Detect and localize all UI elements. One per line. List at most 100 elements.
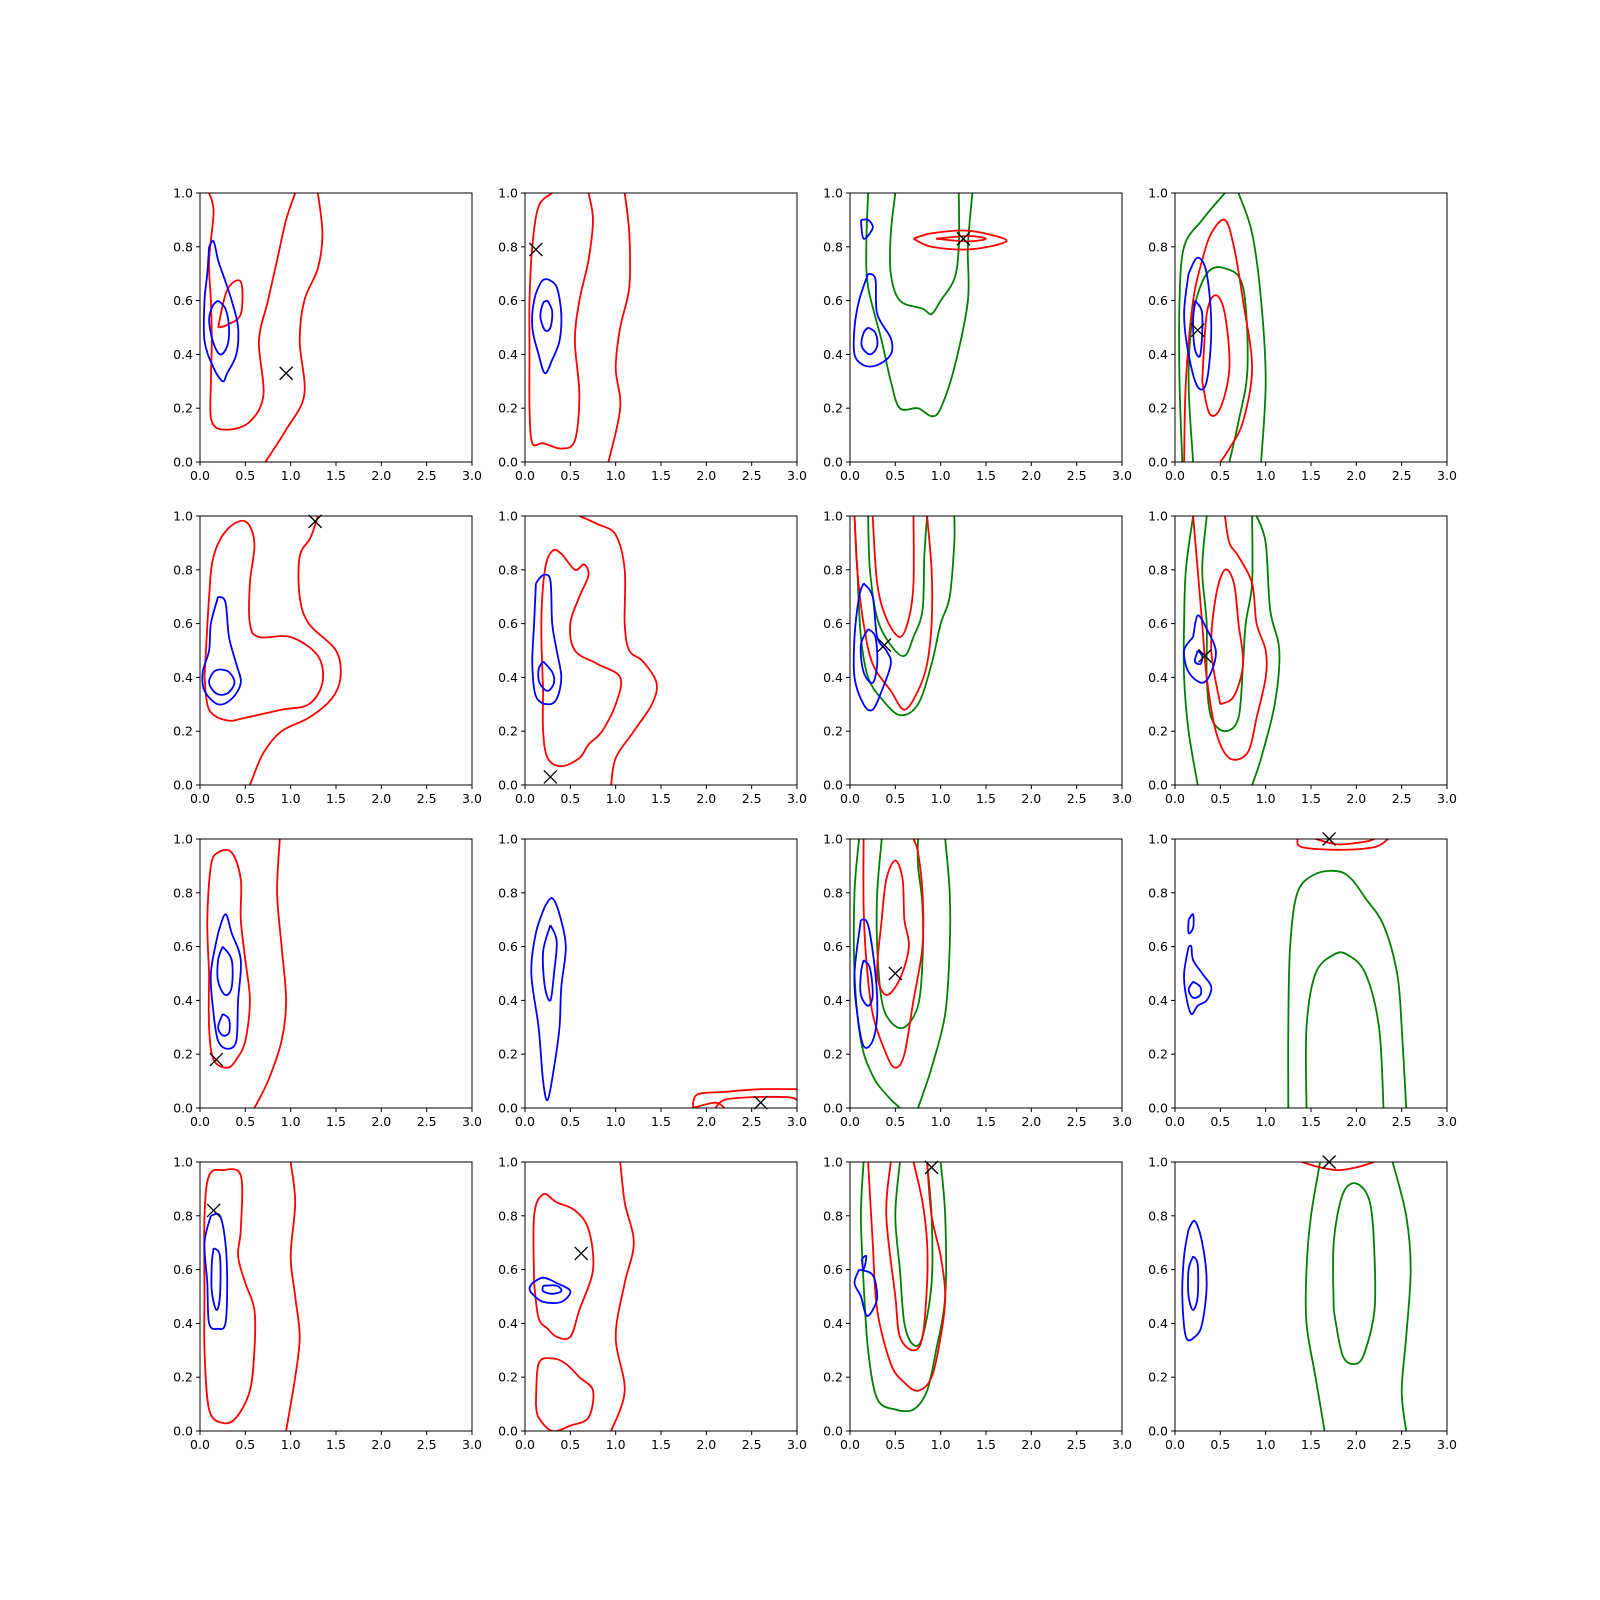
y-tick-label: 0.0 [498, 1101, 518, 1116]
subplot-r3-c3: 0.0 0.5 1.0 1.5 2.0 2.5 3.0 0.0 0.2 0.4 0.6 0.8 1.0 [823, 832, 1132, 1130]
y-tick-label: 0.0 [823, 1424, 843, 1439]
x-tick-label: 1.0 [931, 1114, 951, 1129]
red-contour-line [540, 548, 623, 768]
x-tick-label: 0.5 [235, 1437, 255, 1452]
red-contour-line [853, 516, 934, 711]
blue-contour-line [1183, 614, 1217, 684]
x-tick-label: 0.5 [885, 1437, 905, 1452]
green-contour-line [853, 516, 956, 717]
x-tick-label: 2.0 [371, 468, 391, 483]
x-marker [924, 1160, 939, 1175]
y-tick-label: 0.0 [1148, 1101, 1168, 1116]
axes-frame [524, 1161, 798, 1432]
x-tick-label: 1.5 [976, 1114, 996, 1129]
green-contour-line [1182, 516, 1199, 785]
x-tick-label: 3.0 [787, 1114, 807, 1129]
y-tick-label: 1.0 [823, 509, 843, 524]
y-tick-label: 0.6 [498, 293, 518, 308]
x-tick-label: 2.0 [1021, 468, 1041, 483]
y-tick-label: 0.2 [823, 1047, 843, 1062]
axes-frame [1174, 1161, 1448, 1432]
red-contour-line [217, 279, 244, 329]
y-tick-label: 0.2 [823, 1370, 843, 1385]
y-tick-label: 0.8 [823, 1208, 843, 1223]
green-contour-line [1332, 1182, 1377, 1366]
y-tick-label: 0.8 [1148, 1208, 1168, 1223]
red-contour-line [1201, 294, 1231, 417]
y-tick-label: 1.0 [498, 186, 518, 201]
x-tick-label: 0.5 [1210, 1437, 1230, 1452]
x-marker [956, 231, 971, 246]
blue-contour-line [216, 946, 234, 997]
y-tick-label: 0.4 [498, 1316, 518, 1331]
subplot-r4-c4: 0.0 0.5 1.0 1.5 2.0 2.5 3.0 0.0 0.2 0.4 0.6 0.8 1.0 [1148, 1155, 1457, 1453]
y-tick-label: 0.4 [498, 347, 518, 362]
y-tick-label: 0.2 [173, 1370, 193, 1385]
subplot-r3-c2: 0.0 0.5 1.0 1.5 2.0 2.5 3.0 0.0 0.2 0.4 0.6 0.8 1.0 [498, 832, 807, 1130]
axes-frame [1174, 192, 1448, 463]
y-tick-label: 0.4 [823, 347, 843, 362]
y-tick-label: 0.0 [173, 455, 193, 470]
x-tick-label: 1.0 [281, 791, 301, 806]
contour-group [1181, 1162, 1412, 1431]
x-tick-label: 1.0 [281, 1437, 301, 1452]
x-tick-label: 2.5 [1067, 1114, 1087, 1129]
contour-group [852, 516, 956, 717]
red-contour-line [871, 516, 915, 638]
x-marker [308, 514, 323, 529]
x-tick-label: 3.0 [787, 1437, 807, 1452]
red-contour-line [1296, 839, 1389, 851]
x-tick-label: 0.0 [840, 1114, 860, 1129]
subplot-r4-c2: 0.0 0.5 1.0 1.5 2.0 2.5 3.0 0.0 0.2 0.4 0.6 0.8 1.0 [498, 1155, 807, 1453]
blue-contour-line [860, 1254, 868, 1271]
x-tick-label: 3.0 [1437, 1114, 1457, 1129]
blue-contour-line [201, 595, 242, 706]
axes-frame [524, 192, 798, 463]
x-tick-label: 0.0 [515, 468, 535, 483]
y-tick-label: 0.2 [1148, 1047, 1168, 1062]
x-tick-label: 3.0 [462, 468, 482, 483]
x-tick-label: 1.5 [651, 468, 671, 483]
x-tick-label: 0.5 [1210, 1114, 1230, 1129]
subplot-r2-c4: 0.0 0.5 1.0 1.5 2.0 2.5 3.0 0.0 0.2 0.4 0.6 0.8 1.0 [1148, 509, 1457, 807]
x-tick-label: 2.0 [1021, 1437, 1041, 1452]
blue-contour-line [209, 913, 242, 1050]
subplot-r2-c3: 0.0 0.5 1.0 1.5 2.0 2.5 3.0 0.0 0.2 0.4 0.6 0.8 1.0 [823, 509, 1132, 807]
x-marker [543, 769, 558, 784]
green-contour-line [1187, 266, 1249, 462]
red-contour-line [1210, 568, 1244, 706]
x-tick-label: 1.5 [651, 791, 671, 806]
y-tick-label: 1.0 [498, 832, 518, 847]
red-contour-line [249, 516, 342, 785]
y-tick-label: 1.0 [1148, 832, 1168, 847]
x-tick-label: 2.0 [1346, 1114, 1366, 1129]
x-tick-label: 3.0 [787, 791, 807, 806]
y-tick-label: 0.2 [498, 1047, 518, 1062]
x-tick-label: 0.0 [1165, 468, 1185, 483]
green-contour-line [1287, 869, 1408, 1108]
y-tick-label: 0.0 [498, 455, 518, 470]
y-tick-label: 1.0 [1148, 1155, 1168, 1170]
y-tick-label: 0.4 [173, 993, 193, 1008]
x-tick-label: 3.0 [1437, 791, 1457, 806]
red-contour-line [1183, 218, 1254, 462]
green-contour-line [1201, 516, 1254, 733]
red-contour-line [264, 193, 324, 462]
x-tick-label: 1.0 [606, 468, 626, 483]
y-tick-label: 0.2 [498, 401, 518, 416]
contour-group [531, 516, 658, 785]
x-tick-label: 1.5 [326, 1437, 346, 1452]
x-tick-label: 2.0 [1021, 1114, 1041, 1129]
x-tick-label: 1.5 [326, 468, 346, 483]
x-tick-label: 1.0 [931, 791, 951, 806]
red-contour-line [876, 859, 910, 996]
y-tick-label: 0.4 [498, 670, 518, 685]
x-marker [877, 638, 892, 653]
red-contour-line [203, 519, 324, 722]
blue-contour-line [528, 1276, 572, 1304]
contour-group [530, 897, 797, 1108]
blue-contour-line [202, 240, 240, 383]
y-tick-label: 0.4 [173, 347, 193, 362]
y-tick-label: 0.0 [1148, 1424, 1168, 1439]
contour-group [206, 839, 288, 1108]
